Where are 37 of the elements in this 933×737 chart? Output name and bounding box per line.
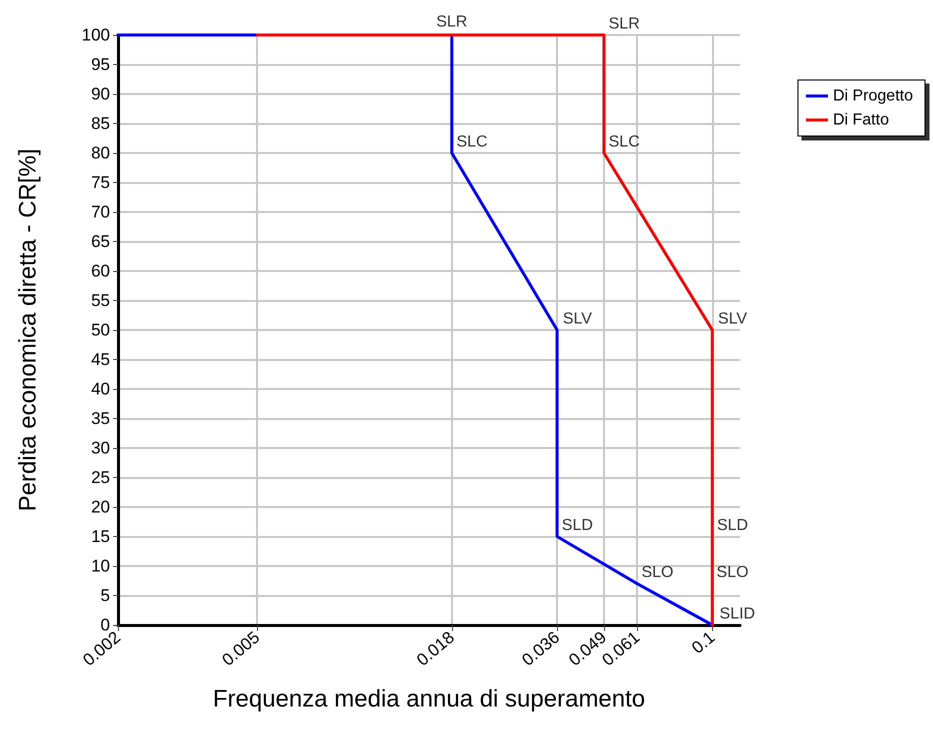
y-tick-label: 30 (91, 438, 110, 458)
y-tick-label: 0 (100, 616, 110, 634)
y-tick-label: 60 (91, 262, 110, 280)
y-tick-label: 80 (91, 144, 110, 162)
annotation: SLV (562, 310, 592, 328)
annotation: SLID (720, 606, 756, 622)
y-tick-label: 70 (91, 202, 110, 222)
legend-label: Di Progetto (832, 88, 914, 104)
annotation: SLR (608, 16, 640, 32)
y-tick-label: 35 (91, 409, 110, 428)
y-tick-label: 20 (91, 498, 110, 516)
y-tick-label: 25 (91, 468, 110, 487)
y-tick-label: 10 (91, 556, 110, 576)
legend-label: Di Fatto (832, 112, 890, 128)
annotation: SLV (718, 310, 748, 328)
y-tick-label: 15 (91, 527, 110, 546)
y-tick-label: 55 (91, 291, 110, 310)
y-tick-label: 45 (91, 350, 110, 369)
y-tick-label: 100 (82, 26, 110, 44)
annotation: SLD (562, 517, 593, 534)
annotation: SLD (716, 517, 748, 534)
y-tick-label: 90 (91, 84, 110, 104)
y-tick-label: 5 (100, 586, 110, 605)
y-axis-title: Perdita economica diretta - CR[%] (14, 148, 42, 512)
y-tick-label: 85 (91, 114, 110, 133)
annotation: SLC (456, 134, 488, 150)
y-tick-label: 95 (91, 55, 110, 74)
y-tick-label: 50 (91, 320, 110, 340)
annotation: SLO (641, 564, 674, 582)
annotation: SLC (608, 134, 640, 150)
annotation: SLO (716, 564, 749, 582)
y-tick-label: 40 (91, 380, 110, 398)
y-tick-label: 65 (91, 232, 110, 251)
x-axis-title: Frequenza media annua di superamento (212, 686, 646, 712)
annotation: SLR (436, 14, 468, 30)
x-tick-label: 0.1 (688, 628, 718, 658)
y-tick-label: 75 (91, 173, 110, 192)
